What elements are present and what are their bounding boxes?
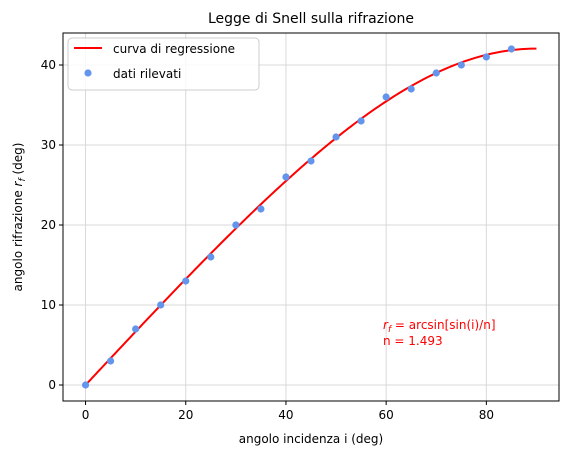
data-point — [357, 117, 365, 125]
x-tick-label: 0 — [82, 408, 90, 422]
legend-marker-swatch — [84, 69, 92, 77]
y-axis-label: angolo rifrazione rf (deg) — [11, 143, 28, 292]
y-axis-label-sub: f — [18, 177, 28, 182]
y-tick-label: 40 — [41, 58, 56, 72]
annotation-formula: rf = arcsin[sin(i)/n] — [383, 318, 496, 335]
series-layer — [81, 45, 537, 389]
data-point — [182, 277, 190, 285]
annotation-var: r — [383, 318, 389, 332]
data-point — [457, 61, 465, 69]
data-point — [382, 93, 390, 101]
data-point — [207, 253, 215, 261]
data-point — [507, 45, 516, 53]
plot-frame — [62, 32, 560, 402]
data-point — [257, 205, 265, 213]
data-point — [332, 133, 340, 141]
legend-box — [67, 37, 260, 91]
x-tick-label: 80 — [479, 408, 494, 422]
y-axis-label-unit: (deg) — [11, 143, 25, 179]
data-point — [232, 221, 240, 229]
data-point — [81, 381, 90, 389]
y-tick-label: 0 — [48, 378, 56, 392]
data-point — [307, 157, 315, 165]
y-axis-label-main: angolo rifrazione — [11, 186, 25, 291]
legend: curva di regressione dati rilevati — [67, 37, 260, 91]
y-tick-label: 30 — [41, 138, 56, 152]
data-point — [157, 301, 165, 309]
x-tick-label: 60 — [379, 408, 394, 422]
y-tick-label: 10 — [41, 298, 56, 312]
data-point — [482, 53, 490, 61]
axis-ticks: 0 20 40 60 80 0 10 20 30 40 — [41, 58, 494, 422]
annotation: rf = arcsin[sin(i)/n] n = 1.493 — [383, 318, 496, 348]
chart-title: Legge di Snell sulla rifrazione — [208, 11, 414, 27]
y-tick-label: 20 — [41, 218, 56, 232]
legend-label-data: dati rilevati — [113, 67, 181, 81]
x-tick-label: 40 — [278, 408, 293, 422]
data-point — [106, 357, 115, 365]
grid-lines — [63, 33, 559, 401]
x-tick-label: 20 — [178, 408, 193, 422]
annotation-sub: f — [388, 325, 393, 335]
data-point — [282, 173, 290, 181]
y-axis-label-var: r — [11, 180, 25, 186]
data-point — [407, 85, 415, 93]
x-axis-label: angolo incidenza i (deg) — [239, 432, 383, 446]
data-point — [432, 69, 440, 77]
legend-label-regression: curva di regressione — [113, 42, 235, 56]
annotation-formula-text: = arcsin[sin(i)/n] — [391, 318, 495, 332]
annotation-n-value: n = 1.493 — [383, 334, 443, 348]
data-point — [132, 325, 140, 333]
